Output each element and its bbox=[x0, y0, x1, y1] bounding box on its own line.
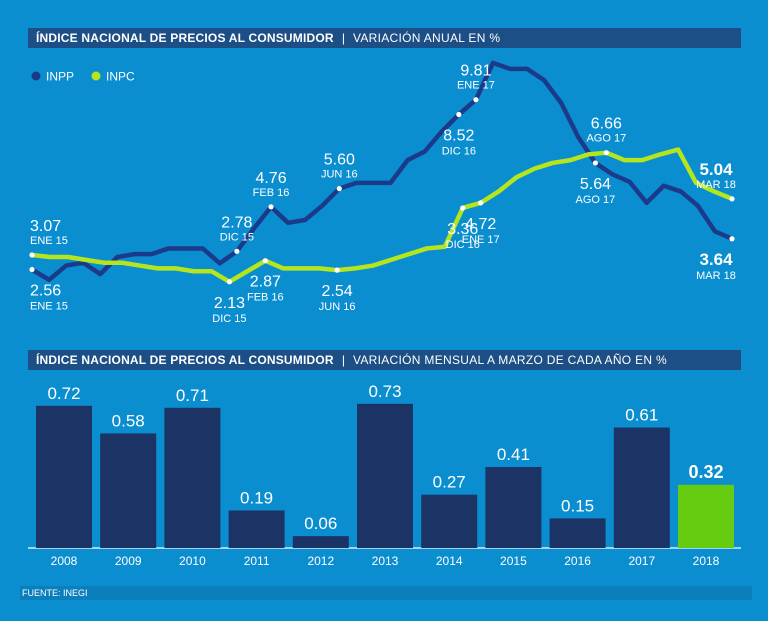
data-label-value: 3.07 bbox=[30, 218, 61, 235]
bar-value-label-2013: 0.73 bbox=[368, 382, 401, 401]
bar-value-label-2017: 0.61 bbox=[625, 406, 658, 425]
data-label-date: FEB 16 bbox=[247, 292, 284, 304]
data-label-value: 4.72 bbox=[465, 216, 496, 233]
bar-category-label-2009: 2009 bbox=[115, 554, 142, 568]
data-label-date: DIC 16 bbox=[446, 239, 480, 251]
bar-category-label-2008: 2008 bbox=[51, 554, 78, 568]
data-label-value: 2.87 bbox=[250, 274, 281, 291]
bar-chart-title: ÍNDICE NACIONAL DE PRECIOS AL CONSUMIDOR bbox=[36, 353, 334, 367]
data-label-value: 2.13 bbox=[214, 295, 245, 312]
bar-value-label-2016: 0.15 bbox=[561, 496, 594, 515]
data-label-date: MAR 18 bbox=[696, 270, 736, 282]
data-point-inpc-jun-16 bbox=[334, 267, 340, 273]
bar-category-label-2011: 2011 bbox=[244, 554, 270, 568]
bar-value-label-2018: 0.32 bbox=[688, 462, 723, 482]
bar-2016 bbox=[549, 518, 606, 548]
data-point-inpc-ene-15 bbox=[29, 252, 35, 258]
bar-2008 bbox=[36, 405, 92, 548]
data-point-inpp-mar-18 bbox=[729, 236, 735, 242]
bar-value-label-2008: 0.72 bbox=[47, 384, 80, 403]
bar-2017 bbox=[613, 427, 670, 548]
data-point-inpp-feb-16 bbox=[268, 204, 274, 210]
data-label-date: ENE 15 bbox=[30, 235, 68, 247]
data-point-inpc-ene-17 bbox=[478, 200, 484, 206]
series-line-inpc bbox=[29, 147, 735, 285]
data-label-value: 4.76 bbox=[255, 170, 286, 187]
bar-2015 bbox=[485, 467, 542, 548]
data-label-date: DIC 15 bbox=[212, 313, 246, 325]
bar-2018 bbox=[678, 484, 734, 548]
data-label-date: JUN 16 bbox=[319, 301, 356, 313]
data-label-date: DIC 16 bbox=[442, 145, 476, 157]
data-point-inpp-ago-17 bbox=[592, 160, 599, 166]
bar-value-label-2009: 0.58 bbox=[112, 411, 145, 430]
data-label-value: 2.78 bbox=[221, 214, 252, 231]
data-point-inpc-mar-18 bbox=[729, 196, 735, 202]
bar-category-label-2015: 2015 bbox=[500, 554, 527, 568]
bar-category-label-2018: 2018 bbox=[693, 554, 720, 568]
data-point-inpc-ago-17 bbox=[603, 150, 609, 156]
data-label-value: 2.54 bbox=[322, 283, 353, 300]
bar-category-label-2017: 2017 bbox=[628, 554, 655, 568]
bar-category-label-2016: 2016 bbox=[564, 554, 591, 568]
data-label-date: FEB 16 bbox=[253, 187, 290, 199]
bar-category-label-2012: 2012 bbox=[307, 554, 334, 568]
data-label-date: DIC 15 bbox=[220, 231, 254, 243]
bar-2010 bbox=[164, 407, 221, 548]
bar-value-label-2015: 0.41 bbox=[497, 445, 530, 464]
series-line-inpp bbox=[29, 60, 735, 283]
data-point-inpp-dic-16 bbox=[456, 111, 462, 118]
bar-value-label-2010: 0.71 bbox=[176, 386, 209, 405]
data-point-inpp-ene-15 bbox=[29, 266, 35, 273]
data-label-value: 3.64 bbox=[699, 250, 733, 269]
data-point-inpc-dic-16 bbox=[460, 205, 466, 211]
bar-chart-header: ÍNDICE NACIONAL DE PRECIOS AL CONSUMIDOR… bbox=[28, 350, 741, 370]
data-point-inpp-ene-17 bbox=[473, 97, 479, 103]
data-label-date: MAR 18 bbox=[696, 179, 736, 191]
bar-2014 bbox=[421, 494, 478, 548]
data-point-inpc-feb-16 bbox=[262, 258, 268, 264]
legend-marker-inpc bbox=[91, 71, 101, 81]
line-chart-subtitle: VARIACIÓN ANUAL EN % bbox=[352, 31, 501, 45]
bar-2009 bbox=[100, 433, 157, 548]
data-label-value: 5.60 bbox=[324, 152, 355, 169]
data-label-date: ENE 17 bbox=[457, 80, 495, 92]
legend-label-inpc: INPC bbox=[106, 70, 135, 84]
bar-category-label-2010: 2010 bbox=[179, 554, 206, 568]
bar-2013 bbox=[357, 403, 413, 548]
bar-value-label-2012: 0.06 bbox=[304, 514, 337, 533]
bar-chart-header-separator: | bbox=[341, 353, 345, 367]
source-footer: FUENTE: INEGI bbox=[20, 586, 752, 600]
data-label-value: 8.52 bbox=[443, 127, 474, 144]
data-label-date: ENE 15 bbox=[30, 301, 68, 313]
data-point-inpp-dic-15 bbox=[234, 248, 240, 254]
bar-2012 bbox=[292, 536, 349, 548]
bar-value-label-2011: 0.19 bbox=[240, 488, 273, 507]
data-label-date: ENE 17 bbox=[462, 234, 500, 246]
bar-chart-subtitle: VARIACIÓN MENSUAL A MARZO DE CADA AÑO EN… bbox=[352, 353, 667, 367]
bar-2011 bbox=[228, 510, 285, 548]
data-label-value: 6.66 bbox=[591, 116, 622, 133]
data-label-value: 5.04 bbox=[699, 160, 733, 179]
data-label-value: 9.81 bbox=[460, 63, 491, 80]
data-label-value: 5.64 bbox=[580, 176, 611, 193]
legend-marker-inpp bbox=[31, 71, 41, 81]
line-chart-title: ÍNDICE NACIONAL DE PRECIOS AL CONSUMIDOR bbox=[36, 31, 334, 45]
data-point-inpc-dic-15 bbox=[226, 279, 233, 285]
data-label-date: AGO 17 bbox=[586, 133, 626, 145]
data-point-inpp-jun-16 bbox=[336, 185, 342, 192]
legend-label-inpp: INPP bbox=[46, 70, 74, 84]
line-chart-header: ÍNDICE NACIONAL DE PRECIOS AL CONSUMIDOR… bbox=[28, 28, 741, 48]
data-label-value: 3.36 bbox=[447, 221, 478, 238]
bar-category-label-2013: 2013 bbox=[372, 554, 399, 568]
bar-value-label-2014: 0.27 bbox=[433, 473, 466, 492]
bar-category-label-2014: 2014 bbox=[436, 554, 463, 568]
data-label-value: 2.56 bbox=[30, 283, 61, 300]
line-chart-header-separator: | bbox=[341, 31, 345, 45]
data-label-date: JUN 16 bbox=[321, 169, 358, 181]
data-label-date: AGO 17 bbox=[576, 194, 616, 206]
